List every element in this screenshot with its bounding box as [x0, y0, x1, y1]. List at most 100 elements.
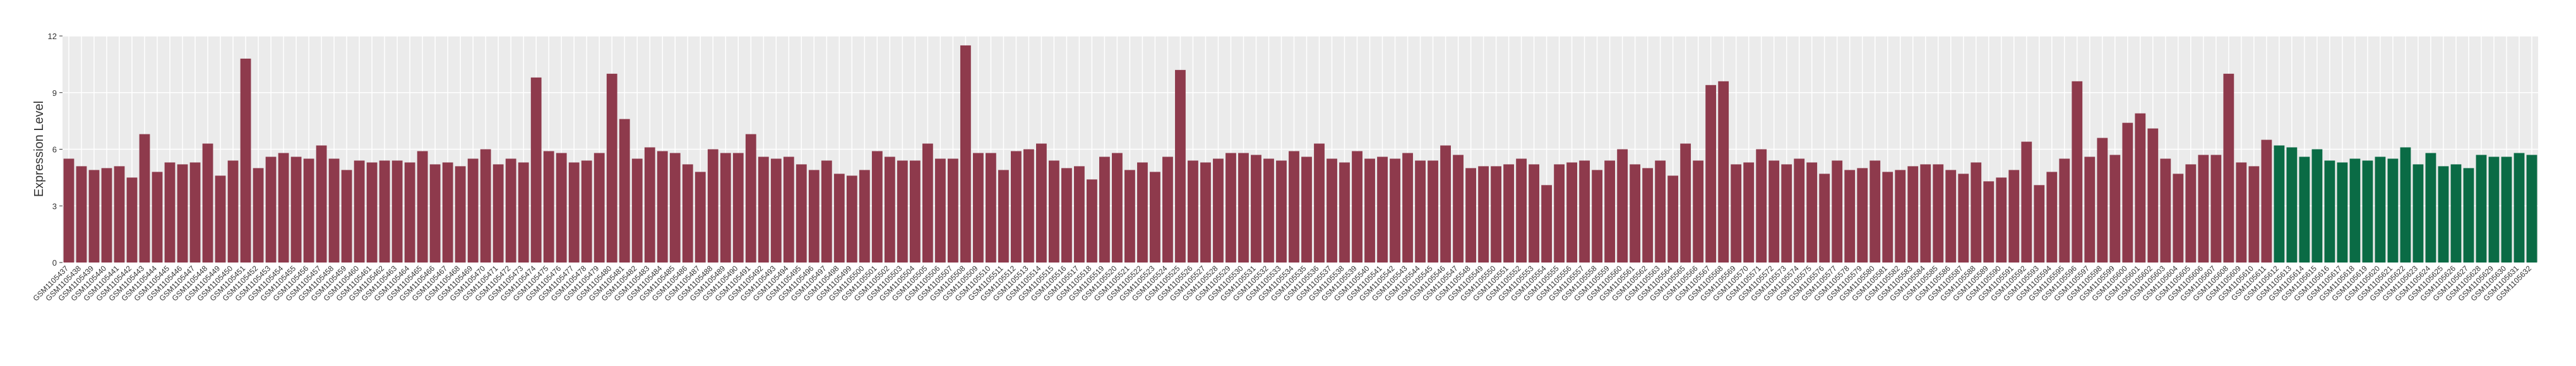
bar	[821, 160, 832, 263]
bar	[833, 174, 845, 263]
bar	[1263, 158, 1274, 263]
bar	[1794, 158, 1805, 263]
bar	[682, 164, 693, 263]
bar	[657, 151, 668, 263]
bar	[1907, 166, 1919, 263]
bar	[253, 168, 264, 263]
bar	[581, 160, 592, 263]
bar	[139, 134, 150, 263]
bar	[606, 73, 617, 263]
bar	[152, 172, 163, 263]
bar	[1099, 156, 1110, 263]
bar	[1693, 160, 1704, 263]
bar	[1718, 81, 1729, 263]
bar	[1592, 170, 1603, 263]
bar	[644, 147, 655, 263]
bar	[1503, 164, 1514, 263]
bar	[2135, 113, 2146, 263]
bar	[2021, 141, 2032, 263]
bar	[758, 156, 769, 263]
bar	[2122, 122, 2133, 263]
bar	[2400, 147, 2411, 263]
bar	[1035, 143, 1047, 263]
bar	[202, 143, 213, 263]
bar	[1945, 170, 1957, 263]
y-tick-label: 9	[52, 88, 57, 98]
bar	[1150, 172, 1160, 263]
bar	[1516, 158, 1527, 263]
bar	[1440, 145, 1451, 263]
bar	[1895, 170, 1906, 263]
bar	[1617, 149, 1628, 263]
bar	[1478, 166, 1489, 263]
bar	[1958, 174, 1969, 263]
bar	[1680, 143, 1691, 263]
bar	[1869, 160, 1881, 263]
y-tick-label: 6	[52, 145, 57, 155]
bar	[492, 164, 504, 263]
bar	[1983, 181, 1995, 263]
bar	[2425, 153, 2436, 263]
bar	[960, 45, 971, 263]
bar	[1238, 153, 1249, 263]
bar	[1667, 175, 1679, 263]
bar	[2349, 158, 2361, 263]
bar	[1971, 162, 1982, 263]
bar	[770, 158, 782, 263]
bar	[1731, 164, 1742, 263]
bar	[2375, 156, 2386, 263]
bar	[1756, 149, 1767, 263]
bar	[1314, 143, 1325, 263]
bar	[265, 156, 277, 263]
bar	[619, 119, 630, 263]
bar	[1819, 174, 1830, 263]
bar	[2046, 172, 2058, 263]
bar	[429, 164, 441, 263]
bar	[442, 162, 453, 263]
bar	[732, 153, 744, 263]
bar	[1327, 158, 1337, 263]
bar	[1352, 151, 1363, 263]
bar	[1579, 160, 1590, 263]
y-tick-label: 0	[52, 258, 57, 268]
bar	[1566, 162, 1578, 263]
bar	[2274, 145, 2285, 263]
bar	[568, 162, 580, 263]
bar	[1857, 168, 1868, 263]
bar	[556, 153, 567, 263]
bar	[1188, 160, 1198, 263]
bar	[1554, 164, 1565, 263]
bar	[985, 153, 996, 263]
bar	[2362, 160, 2373, 263]
bar	[2160, 158, 2171, 263]
bar	[2173, 174, 2184, 263]
bar	[1339, 162, 1350, 263]
bar	[467, 158, 479, 263]
bar	[1768, 160, 1780, 263]
bar	[1162, 156, 1173, 263]
bar	[1023, 149, 1034, 263]
bar	[2476, 155, 2487, 263]
bar	[947, 158, 958, 263]
bar	[2337, 162, 2348, 263]
bar	[1074, 166, 1085, 263]
bar	[1251, 155, 1261, 263]
bar	[720, 153, 731, 263]
bar	[2324, 160, 2335, 263]
bar	[455, 166, 466, 263]
bar	[177, 164, 188, 263]
bar	[2248, 166, 2260, 263]
bar	[2387, 158, 2399, 263]
bar	[846, 175, 857, 263]
bar	[1781, 164, 1792, 263]
bar	[2526, 155, 2537, 263]
bar	[1806, 162, 1818, 263]
bar	[2210, 155, 2222, 263]
bar	[1175, 69, 1186, 263]
bar	[63, 158, 75, 263]
bar	[2185, 164, 2197, 263]
bar	[1933, 164, 1944, 263]
bar	[391, 160, 403, 263]
bar	[1010, 151, 1022, 263]
